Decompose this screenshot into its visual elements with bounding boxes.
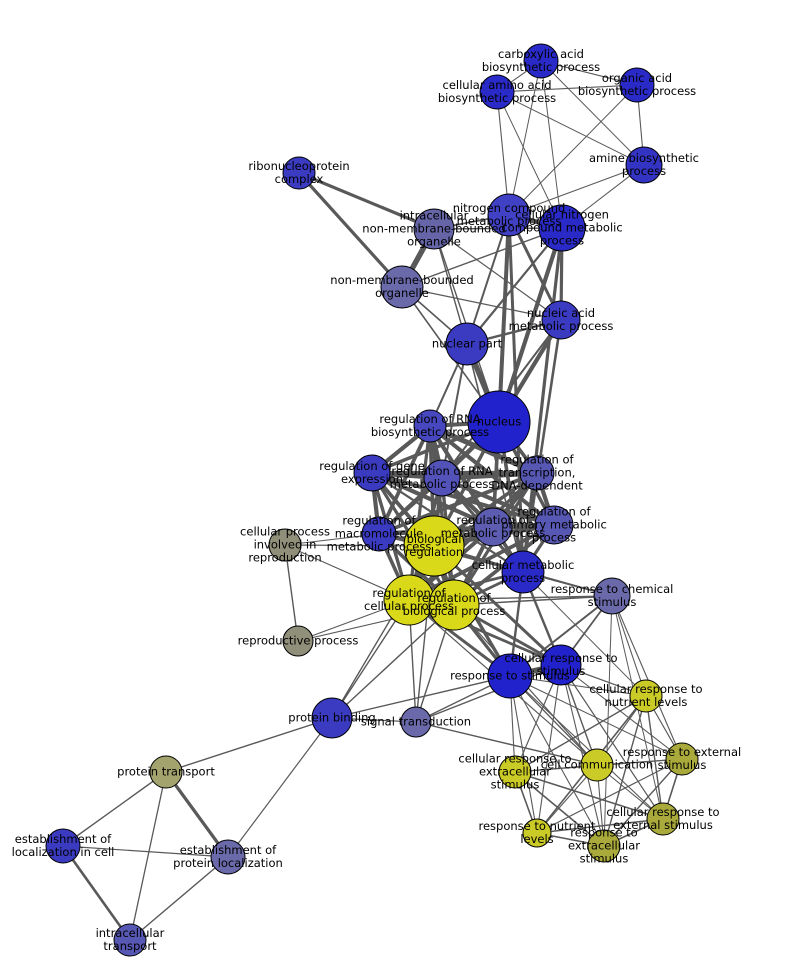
graph-node-cellular-process-involved-in-reproduction[interactable]: cellular process involved in reproductio… bbox=[268, 528, 302, 562]
graph-edge bbox=[369, 470, 496, 530]
graph-edge bbox=[508, 164, 645, 216]
graph-edge bbox=[415, 664, 562, 723]
graph-node-non-membrane-bounded-organelle[interactable]: non-membrane-bounded organelle bbox=[380, 265, 424, 309]
graph-node-regulation-of-rna-biosynthetic-process[interactable]: regulation of RNA biosynthetic process bbox=[413, 409, 447, 443]
graph-node-regulation-of-biological-process[interactable]: regulation of biological process bbox=[428, 579, 480, 631]
graph-node-protein-binding[interactable]: protein binding bbox=[311, 697, 353, 739]
graph-node-biological-regulation[interactable]: biological regulation bbox=[403, 515, 465, 577]
graph-edge bbox=[509, 675, 605, 847]
graph-edge bbox=[514, 771, 664, 820]
graph-edge bbox=[297, 171, 436, 231]
graph-edge bbox=[540, 60, 645, 166]
graph-node-response-to-stimulus[interactable]: response to stimulus bbox=[487, 653, 533, 699]
graph-node-cellular-metabolic-process[interactable]: cellular metabolic process bbox=[501, 550, 545, 594]
graph-edge bbox=[62, 771, 167, 847]
graph-node-establishment-of-localization-in-cell[interactable]: establishment of localization in cell bbox=[45, 828, 81, 864]
graph-edge bbox=[297, 171, 404, 289]
graph-node-regulation-of-cellular-process[interactable]: regulation of cellular process bbox=[383, 574, 435, 626]
graph-node-establishment-of-protein-localization[interactable]: establishment of protein localization bbox=[210, 839, 246, 875]
graph-edge bbox=[61, 844, 132, 942]
graph-edge bbox=[508, 60, 542, 216]
graph-edge bbox=[536, 664, 562, 834]
graph-edge bbox=[536, 818, 664, 834]
graph-edge bbox=[645, 695, 664, 820]
graph-edge bbox=[496, 84, 638, 93]
graph-edge bbox=[560, 664, 605, 847]
graph-node-regulation-of-metabolic-process[interactable]: regulation of metabolic process bbox=[473, 507, 513, 547]
graph-node-nucleic-acid-metabolic-process[interactable]: nucleic acid metabolic process bbox=[541, 300, 581, 340]
graph-node-intracellular-non-membrane-bounded-organelle[interactable]: intracellular non-membrane-bounded organ… bbox=[413, 208, 455, 250]
graph-edge bbox=[129, 771, 167, 941]
graph-edge bbox=[514, 771, 605, 847]
graph-edge bbox=[508, 84, 638, 216]
graph-edge bbox=[164, 770, 230, 859]
graph-edge bbox=[227, 717, 333, 858]
graph-node-cellular-response-to-external-stimulus[interactable]: cellular response to external stimulus bbox=[646, 802, 680, 836]
graph-edge bbox=[407, 424, 432, 602]
graph-edge bbox=[560, 664, 664, 820]
graph-node-organic-acid-biosynthetic-process[interactable]: organic acid biosynthetic process bbox=[619, 67, 655, 103]
graph-edge bbox=[427, 423, 540, 476]
graph-edge bbox=[536, 758, 683, 834]
graph-edge bbox=[433, 228, 562, 321]
graph-edge bbox=[331, 675, 511, 719]
edge-layer bbox=[61, 60, 683, 942]
graph-edge bbox=[509, 675, 647, 697]
graph-node-reproductive-process[interactable]: reproductive process bbox=[282, 625, 314, 657]
graph-node-nuclear-part[interactable]: nuclear part bbox=[445, 322, 489, 366]
graph-edge bbox=[370, 471, 556, 527]
graph-node-intracellular-transport[interactable]: intracellular transport bbox=[113, 923, 147, 957]
graph-edge bbox=[514, 695, 647, 773]
graph-node-carboxylic-acid-biosynthetic-process[interactable]: carboxylic acid biosynthetic process bbox=[523, 43, 559, 79]
graph-node-signal-transduction[interactable]: signal transduction bbox=[400, 706, 432, 738]
graph-edge bbox=[466, 214, 510, 345]
graph-node-cellular-response-to-stimulus[interactable]: cellular response to stimulus bbox=[540, 644, 582, 686]
graph-edge bbox=[377, 424, 432, 536]
graph-edge bbox=[401, 286, 562, 321]
graph-edge bbox=[453, 595, 613, 606]
graph-edge bbox=[497, 213, 511, 424]
graph-node-regulation-of-gene-expression[interactable]: regulation of gene expression bbox=[353, 454, 391, 492]
graph-edge bbox=[603, 595, 613, 847]
graph-edge bbox=[611, 595, 683, 760]
graph-node-cell-communication[interactable]: cell communication bbox=[580, 748, 614, 782]
graph-edge bbox=[540, 60, 563, 229]
graph-node-cellular-amino-acid-biosynthetic-process[interactable]: cellular amino acid biosynthetic process bbox=[479, 74, 515, 110]
graph-node-response-to-chemical-stimulus[interactable]: response to chemical stimulus bbox=[593, 577, 631, 615]
graph-node-cellular-response-to-nutrient-levels[interactable]: cellular response to nutrient levels bbox=[629, 679, 663, 713]
graph-node-response-to-external-stimulus[interactable]: response to external stimulus bbox=[665, 742, 699, 776]
graph-node-regulation-of-primary-metabolic-process[interactable]: regulation of primary metabolic process bbox=[534, 505, 574, 545]
graph-edge bbox=[496, 91, 645, 166]
graph-edge bbox=[129, 856, 229, 941]
graph-edge bbox=[401, 227, 563, 288]
graph-node-amine-biosynthetic-process[interactable]: amine biosynthetic process bbox=[625, 146, 663, 184]
graph-node-cellular-nitrogen-compound-metabolic-process[interactable]: cellular nitrogen compound metabolic pro… bbox=[538, 204, 586, 252]
graph-node-ribonucleoprotein-complex[interactable]: ribonucleoprotein complex bbox=[282, 156, 316, 190]
graph-node-nucleus[interactable]: nucleus bbox=[467, 390, 531, 454]
graph-edge bbox=[165, 717, 333, 773]
graph-node-nitrogen-compound-metabolic-process[interactable]: nitrogen compound metabolic process bbox=[487, 193, 531, 237]
graph-edge bbox=[331, 604, 455, 719]
graph-edge bbox=[331, 545, 435, 719]
graph-node-cellular-response-to-extracellular-stimulus[interactable]: cellular response to extracellular stimu… bbox=[498, 755, 532, 789]
graph-node-protein-transport[interactable]: protein transport bbox=[149, 755, 183, 789]
graph-node-regulation-of-macromolecule-metabolic-process[interactable]: regulation of macromolecule metabolic pr… bbox=[361, 516, 397, 552]
graph-node-response-to-extracellular-stimulus[interactable]: response to extracellular stimulus bbox=[587, 829, 621, 863]
node-layer[interactable]: carboxylic acid biosynthetic process orga… bbox=[45, 43, 699, 957]
graph-node-regulation-of-transcription-dna-dependent[interactable]: regulation of transcription, DNA-depende… bbox=[519, 455, 555, 491]
graph-edge bbox=[509, 675, 538, 834]
graph-edge bbox=[560, 664, 683, 760]
graph-edge bbox=[603, 695, 647, 847]
graph-node-response-to-nutrient-levels[interactable]: response to nutrient levels bbox=[522, 818, 552, 848]
graph-edge bbox=[509, 675, 664, 820]
graph-node-regulation-of-rna-metabolic-process[interactable]: regulation of RNA metabolic process bbox=[423, 459, 461, 497]
graph-edge bbox=[62, 845, 229, 858]
graph-edge bbox=[496, 91, 563, 229]
graph-edge bbox=[415, 721, 598, 766]
